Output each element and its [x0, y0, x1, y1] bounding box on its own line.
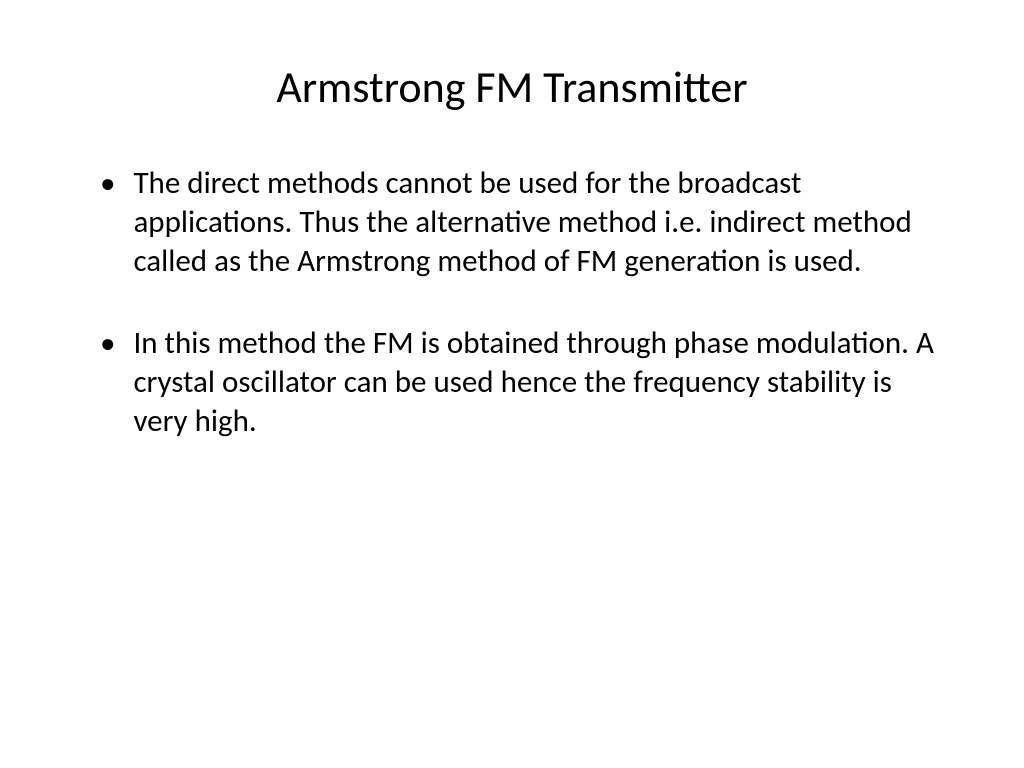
bullet-item: • The direct methods cannot be used for …: [100, 164, 944, 280]
bullet-text: In this method the FM is obtained throug…: [133, 324, 944, 440]
bullet-text: The direct methods cannot be used for th…: [133, 164, 944, 280]
bullet-marker: •: [100, 164, 115, 280]
slide-content: • The direct methods cannot be used for …: [80, 164, 944, 441]
bullet-item: • In this method the FM is obtained thro…: [100, 324, 944, 440]
bullet-marker: •: [100, 324, 115, 440]
slide-title: Armstrong FM Transmitter: [80, 60, 944, 114]
